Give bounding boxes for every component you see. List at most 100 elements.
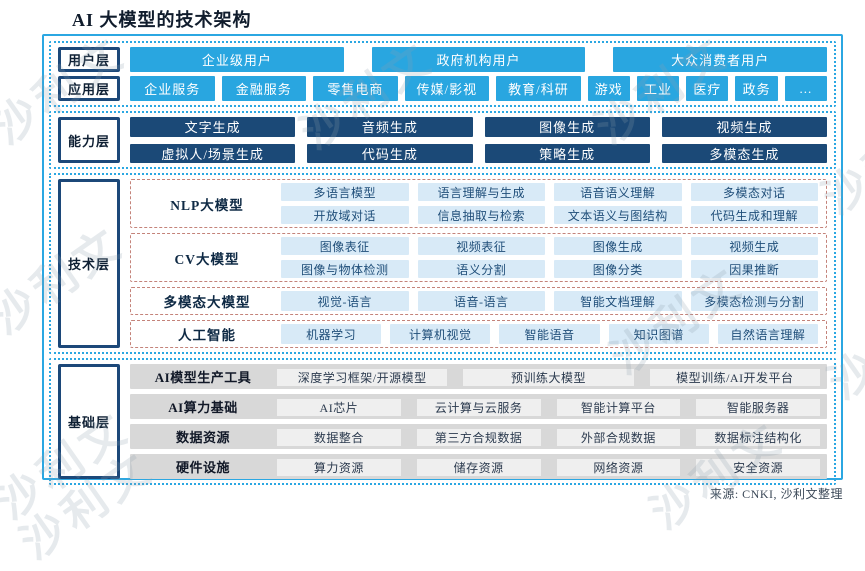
foundation-item: 第三方合规数据 <box>416 428 541 446</box>
foundation-item: AI芯片 <box>277 398 401 416</box>
app-layer-label: 应用层 <box>58 76 120 101</box>
foundation-row-label: 数据资源 <box>175 430 230 445</box>
technology-item: 图像表征 <box>281 237 409 255</box>
source-note: 来源: CNKI, 沙利文整理 <box>709 487 843 501</box>
foundation-row-items: 算力资源 储存资源 网络资源 安全资源 <box>277 458 820 476</box>
technology-group-rows: 图像表征 视频表征 图像生成 视频生成 图像与物体检测 语义分割 图像分类 因果推断 <box>281 237 818 278</box>
user-group-box: 政府机构用户 <box>371 47 586 72</box>
user-layer-items: 企业级用户 政府机构用户 大众消费者用户 <box>130 47 828 72</box>
capability-box: 图像生成 <box>484 117 650 137</box>
technology-group: NLP大模型 多语言模型 语言理解与生成 语音语义理解 多模态对话 开放域对话 信息抽取与检… <box>130 179 827 228</box>
technology-item-row: 图像与物体检测 语义分割 图像分类 因果推断 <box>281 260 818 278</box>
technology-item-row: 图像表征 视频表征 图像生成 视频生成 <box>281 237 818 255</box>
foundation-row-label: 硬件设施 <box>175 460 230 475</box>
technology-item: 信息抽取与检索 <box>417 206 545 224</box>
technology-item: 视频生成 <box>690 237 818 255</box>
foundation-row-items: AI芯片 云计算与云服务 智能计算平台 智能服务器 <box>277 398 820 416</box>
section-technology: 技术层 NLP大模型 多语言模型 语言理解与生成 语音语义理解 多模态对话 开放域对话 信息… <box>49 173 836 354</box>
foundation-row-items: 数据整合 第三方合规数据 外部合规数据 数据标注结构化 <box>277 428 820 446</box>
technology-item: 代码生成和理解 <box>690 206 818 224</box>
technology-item: 开放域对话 <box>281 206 409 224</box>
foundation-item: 外部合规数据 <box>556 428 681 446</box>
technology-item-row: 开放域对话 信息抽取与检索 文本语义与图结构 代码生成和理解 <box>281 206 818 224</box>
foundation-layer-label: 基础层 <box>58 364 120 479</box>
foundation-row: 硬件设施 算力资源 储存资源 网络资源 安全资源 <box>130 454 827 479</box>
foundation-row-label: AI算力基础 <box>168 400 238 415</box>
technology-item: 语音-语言 <box>417 291 545 311</box>
technology-layer-label: 技术层 <box>58 179 120 348</box>
technology-item: 语言理解与生成 <box>417 183 545 201</box>
technology-group-label: 多模态大模型 <box>163 295 251 310</box>
user-layer-label: 用户层 <box>58 47 120 72</box>
foundation-row: 数据资源 数据整合 第三方合规数据 外部合规数据 数据标注结构化 <box>130 424 827 449</box>
technology-item: 图像与物体检测 <box>281 260 409 278</box>
capability-items: 文字生成 音频生成 图像生成 视频生成虚拟人/场景生成 代码生成 策略生成 多模态生成 <box>130 117 827 163</box>
technology-group-rows: 机器学习 计算机视觉 智能语音 知识图谱 自然语言理解 <box>281 324 818 344</box>
foundation-item: 安全资源 <box>696 458 820 476</box>
section-user-app: 用户层 企业级用户 政府机构用户 大众消费者用户 应用层 企业服务 金融服务 零售电商传… <box>49 41 836 107</box>
technology-item: 图像分类 <box>554 260 682 278</box>
technology-item: 自然语言理解 <box>717 324 818 344</box>
technology-item: 知识图谱 <box>608 324 709 344</box>
foundation-row-label: AI模型生产工具 <box>154 370 252 385</box>
foundation-item: 网络资源 <box>556 458 681 476</box>
app-box: 企业服务 <box>130 76 215 101</box>
capability-box: 文字生成 <box>130 117 296 137</box>
technology-item: 机器学习 <box>281 324 382 344</box>
foundation-rows: AI模型生产工具 深度学习框架/开源模型 预训练大模型 模型训练/AI开发平台 AI算力… <box>130 364 827 479</box>
section-capability: 能力层 文字生成 音频生成 图像生成 视频生成 虚拟人/场景生成 代码生成 策略生成 多模态生… <box>49 111 836 169</box>
capability-box: 虚拟人/场景生成 <box>130 143 296 163</box>
capability-box: 音频生成 <box>307 117 473 137</box>
technology-group-label: CV大模型 <box>174 251 240 267</box>
app-box: 教育/科研 <box>496 76 581 101</box>
page-title: AI 大模型的技术架构 <box>72 10 252 30</box>
app-box: 工业 <box>636 76 680 101</box>
technology-groups: NLP大模型 多语言模型 语言理解与生成 语音语义理解 多模态对话 开放域对话 信息抽取与检… <box>130 179 827 348</box>
foundation-item: 智能计算平台 <box>556 398 681 416</box>
technology-group-label: NLP大模型 <box>170 197 244 213</box>
technology-item: 多模态检测与分割 <box>690 291 818 311</box>
foundation-item: 数据整合 <box>277 428 401 446</box>
technology-item: 智能语音 <box>499 324 600 344</box>
capability-box: 多模态生成 <box>661 143 827 163</box>
technology-item: 因果推断 <box>690 260 818 278</box>
app-box: 传媒/影视 <box>404 76 490 101</box>
foundation-item: 深度学习框架/开源模型 <box>277 368 448 386</box>
foundation-row-items: 深度学习框架/开源模型 预训练大模型 模型训练/AI开发平台 <box>277 368 820 386</box>
capability-box: 策略生成 <box>484 143 650 163</box>
technology-item: 语音语义理解 <box>554 183 682 201</box>
app-box: 零售电商 <box>313 76 398 101</box>
app-layer-row: 应用层 企业服务 金融服务 零售电商 传媒/影视 教育/科研 游戏 工业 医疗 政务... <box>58 76 827 101</box>
app-box: 金融服务 <box>221 76 307 101</box>
technology-group-rows: 视觉-语言 语音-语言 智能文档理解 多模态检测与分割 <box>281 291 818 311</box>
technology-group: 人工智能 机器学习 计算机视觉 智能语音 知识图谱 自然语言理解 <box>130 320 827 348</box>
technology-item-row: 机器学习 计算机视觉 智能语音 知识图谱 自然语言理解 <box>281 324 818 344</box>
capability-box: 视频生成 <box>661 117 827 137</box>
technology-item-row: 视觉-语言 语音-语言 智能文档理解 多模态检测与分割 <box>281 291 818 311</box>
foundation-item: 预训练大模型 <box>463 368 634 386</box>
technology-item: 语义分割 <box>417 260 545 278</box>
technology-item: 视频表征 <box>417 237 545 255</box>
foundation-item: 模型训练/AI开发平台 <box>649 368 820 386</box>
section-foundation: 基础层 AI模型生产工具 深度学习框架/开源模型 预训练大模型 模型训练/AI开发平台… <box>49 358 836 485</box>
user-group-box: 企业级用户 <box>130 47 344 72</box>
foundation-item: 云计算与云服务 <box>416 398 541 416</box>
app-box: ... <box>784 76 827 101</box>
foundation-item: 数据标注结构化 <box>696 428 820 446</box>
technology-group: 多模态大模型 视觉-语言 语音-语言 智能文档理解 多模态检测与分割 <box>130 287 827 315</box>
user-layer-row: 用户层 企业级用户 政府机构用户 大众消费者用户 <box>58 47 828 72</box>
technology-group-rows: 多语言模型 语言理解与生成 语音语义理解 多模态对话 开放域对话 信息抽取与检索 文本语义与… <box>281 183 818 224</box>
technology-item: 智能文档理解 <box>554 291 682 311</box>
foundation-row: AI算力基础 AI芯片 云计算与云服务 智能计算平台 智能服务器 <box>130 394 827 419</box>
user-group-box: 大众消费者用户 <box>613 47 828 72</box>
technology-item: 多模态对话 <box>690 183 818 201</box>
technology-item: 计算机视觉 <box>390 324 491 344</box>
technology-item-row: 多语言模型 语言理解与生成 语音语义理解 多模态对话 <box>281 183 818 201</box>
foundation-item: 算力资源 <box>277 458 401 476</box>
capability-box: 代码生成 <box>307 143 473 163</box>
foundation-row: AI模型生产工具 深度学习框架/开源模型 预训练大模型 模型训练/AI开发平台 <box>130 364 827 389</box>
foundation-item: 储存资源 <box>416 458 541 476</box>
app-box: 医疗 <box>686 76 729 101</box>
technology-item: 多语言模型 <box>281 183 409 201</box>
technology-item: 视觉-语言 <box>281 291 409 311</box>
